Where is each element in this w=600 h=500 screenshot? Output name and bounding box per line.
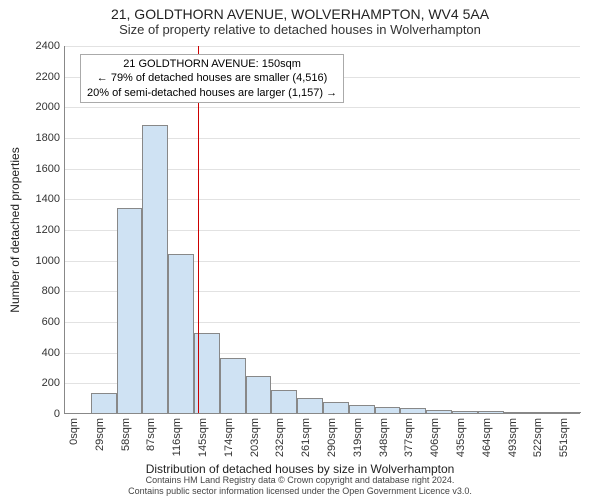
- y-tick: 2000: [36, 101, 60, 113]
- y-tick: 200: [42, 377, 60, 389]
- histogram-bar: [452, 411, 478, 413]
- chart-title: 21, GOLDTHORN AVENUE, WOLVERHAMPTON, WV4…: [8, 6, 592, 22]
- y-tick: 1800: [36, 132, 60, 144]
- info-line-3: 20% of semi-detached houses are larger (…: [87, 86, 337, 100]
- y-tick: 1200: [36, 224, 60, 236]
- x-tick: 290sqm: [326, 418, 338, 457]
- info-line-1: 21 GOLDTHORN AVENUE: 150sqm: [87, 57, 337, 71]
- histogram-bar: [529, 412, 555, 413]
- x-tick: 551sqm: [558, 418, 570, 457]
- x-tick: 87sqm: [145, 418, 157, 451]
- x-tick: 348sqm: [378, 418, 390, 457]
- histogram-bar: [246, 376, 272, 413]
- attribution-footer: Contains HM Land Registry data © Crown c…: [0, 475, 600, 497]
- histogram-bar: [323, 402, 349, 413]
- histogram-bar: [400, 408, 426, 413]
- x-tick: 493sqm: [507, 418, 519, 457]
- x-tick: 174sqm: [223, 418, 235, 457]
- histogram-bar: [555, 412, 581, 413]
- histogram-bar: [271, 390, 297, 413]
- histogram-bar: [478, 411, 504, 413]
- histogram-bar: [426, 410, 452, 413]
- histogram-bar: [142, 125, 168, 413]
- histogram-bar: [91, 393, 117, 413]
- histogram-bar: [220, 358, 246, 413]
- y-tick: 2400: [36, 40, 60, 52]
- y-tick: 600: [42, 316, 60, 328]
- footer-line-1: Contains HM Land Registry data © Crown c…: [0, 475, 600, 486]
- histogram-bar: [117, 208, 143, 413]
- x-tick: 145sqm: [197, 418, 209, 457]
- info-box: 21 GOLDTHORN AVENUE: 150sqm ← 79% of det…: [80, 54, 344, 103]
- histogram-bar: [375, 407, 401, 413]
- x-tick: 0sqm: [68, 418, 80, 445]
- plot-area: 21 GOLDTHORN AVENUE: 150sqm ← 79% of det…: [64, 46, 580, 414]
- histogram-bar: [297, 398, 323, 413]
- histogram-bar: [504, 412, 530, 413]
- histogram-bar: [168, 254, 194, 413]
- x-tick: 29sqm: [94, 418, 106, 451]
- y-tick: 800: [42, 285, 60, 297]
- histogram-bar: [349, 405, 375, 413]
- y-tick: 1600: [36, 163, 60, 175]
- chart-container: 21, GOLDTHORN AVENUE, WOLVERHAMPTON, WV4…: [0, 0, 600, 500]
- y-tick: 0: [54, 408, 60, 420]
- x-tick: 406sqm: [429, 418, 441, 457]
- y-tick: 400: [42, 347, 60, 359]
- x-tick: 522sqm: [532, 418, 544, 457]
- x-tick: 435sqm: [455, 418, 467, 457]
- x-tick: 203sqm: [249, 418, 261, 457]
- x-tick: 261sqm: [300, 418, 312, 457]
- y-tick: 1000: [36, 255, 60, 267]
- x-tick: 319sqm: [352, 418, 364, 457]
- x-tick: 58sqm: [120, 418, 132, 451]
- x-axis-label: Distribution of detached houses by size …: [0, 462, 600, 476]
- x-tick: 377sqm: [403, 418, 415, 457]
- y-tick: 1400: [36, 193, 60, 205]
- y-tick: 2200: [36, 71, 60, 83]
- x-tick: 464sqm: [481, 418, 493, 457]
- info-line-2: ← 79% of detached houses are smaller (4,…: [87, 71, 337, 85]
- x-tick: 116sqm: [171, 418, 183, 456]
- chart-subtitle: Size of property relative to detached ho…: [8, 22, 592, 37]
- footer-line-2: Contains public sector information licen…: [0, 486, 600, 497]
- x-tick: 232sqm: [274, 418, 286, 457]
